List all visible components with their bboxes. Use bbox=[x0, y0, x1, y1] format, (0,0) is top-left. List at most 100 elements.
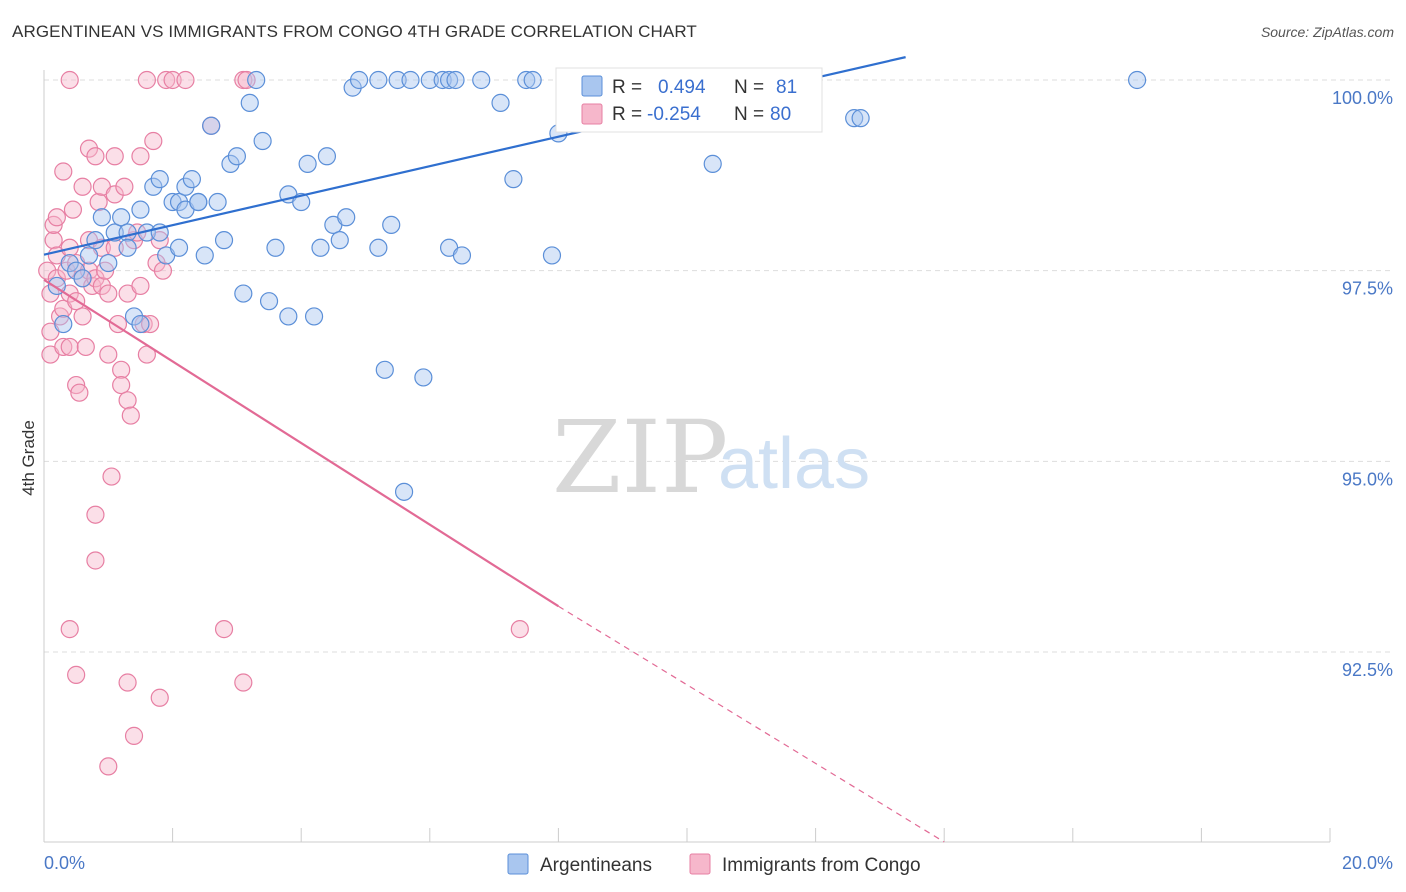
congo-point-55 bbox=[140, 314, 160, 334]
argentineans-point-10 bbox=[112, 208, 131, 227]
argentineans-point-80 bbox=[189, 192, 208, 212]
argentineans-point-12 bbox=[118, 238, 137, 257]
legend-n-label-blue: N = bbox=[734, 77, 764, 98]
y-tick-labels: 92.5% 95.0% 97.5% 100.0% bbox=[1332, 88, 1393, 680]
argentineans-point-7 bbox=[92, 208, 111, 227]
congo-point-68 bbox=[86, 551, 105, 570]
argentineans-point-50 bbox=[343, 78, 362, 97]
congo-point-37 bbox=[99, 284, 118, 303]
bottom-legend-swatch-congo bbox=[689, 853, 711, 875]
argentineans-point-31 bbox=[214, 231, 234, 250]
argentineans-point-25 bbox=[176, 177, 195, 196]
congo-point-48 bbox=[121, 406, 140, 425]
congo-point-43 bbox=[112, 360, 131, 379]
y-tick-label-0: 92.5% bbox=[1342, 660, 1393, 680]
argentineans-point-43 bbox=[298, 154, 317, 173]
congo-point-69 bbox=[86, 505, 105, 524]
congo-point-75 bbox=[150, 688, 169, 707]
argentineans-point-75 bbox=[703, 154, 722, 173]
argentineans-point-45 bbox=[311, 238, 330, 257]
congo-point-25 bbox=[76, 337, 95, 357]
argentineans-point-53 bbox=[369, 238, 388, 257]
congo-point-51 bbox=[131, 147, 150, 166]
congo-point-76 bbox=[214, 620, 234, 639]
argentineans-point-78 bbox=[1127, 70, 1147, 90]
argentineans-point-5 bbox=[79, 246, 99, 265]
congo-point-4 bbox=[44, 231, 63, 250]
argentineans-point-54 bbox=[375, 360, 394, 379]
congo-point-32 bbox=[89, 192, 108, 212]
argentineans-point-41 bbox=[279, 307, 298, 326]
stats-legend: R = 0.494 N = 81 R = -0.254 N = 80 bbox=[555, 67, 823, 133]
congo-point-39 bbox=[102, 467, 121, 486]
argentineans-point-36 bbox=[247, 70, 266, 90]
argentineans-point-67 bbox=[504, 170, 523, 189]
legend-n-label-pink: N = bbox=[734, 104, 764, 125]
argentineans-point-79 bbox=[394, 482, 414, 501]
argentineans-point-60 bbox=[433, 70, 452, 90]
congo-point-66 bbox=[60, 70, 79, 90]
argentineans-point-44 bbox=[304, 307, 324, 326]
argentineans-point-55 bbox=[382, 215, 401, 235]
argentineans-point-22 bbox=[169, 238, 189, 257]
congo-point-79 bbox=[105, 147, 124, 166]
congo-point-31 bbox=[86, 269, 105, 288]
argentineans-point-56 bbox=[388, 70, 407, 90]
argentineans-point-2 bbox=[60, 253, 79, 273]
trend-line-congo bbox=[43, 278, 559, 608]
watermark-zip: ZIP bbox=[552, 399, 728, 516]
legend-n-value-blue: 81 bbox=[776, 77, 797, 98]
argentineans-point-29 bbox=[202, 116, 221, 135]
congo-point-72 bbox=[118, 673, 137, 692]
legend-n-value-pink: 80 bbox=[770, 104, 791, 125]
congo-point-30 bbox=[86, 147, 105, 166]
axes bbox=[43, 70, 1331, 843]
argentineans-point-4 bbox=[73, 269, 92, 288]
congo-point-57 bbox=[147, 253, 166, 273]
congo-point-59 bbox=[153, 261, 173, 280]
bottom-legend-swatch-argentineans bbox=[507, 853, 529, 875]
congo-point-77 bbox=[234, 673, 253, 692]
congo-point-52 bbox=[131, 276, 150, 296]
x-tick-label-min: 0.0% bbox=[44, 853, 85, 873]
congo-point-62 bbox=[176, 70, 195, 90]
legend-swatch-pink bbox=[581, 103, 603, 125]
argentineans-point-59 bbox=[420, 70, 439, 90]
congo-point-11 bbox=[54, 162, 73, 181]
y-tick-label-1: 95.0% bbox=[1342, 469, 1393, 489]
argentineans-point-33 bbox=[227, 147, 246, 166]
congo-point-16 bbox=[60, 337, 79, 357]
argentineans-point-14 bbox=[131, 314, 150, 334]
legend-r-label-blue: R = bbox=[612, 77, 642, 98]
argentineans-point-49 bbox=[337, 208, 356, 227]
argentineans-point-76 bbox=[845, 109, 864, 128]
argentineans-point-68 bbox=[517, 70, 536, 90]
congo-point-61 bbox=[163, 70, 182, 90]
congo-point-73 bbox=[124, 726, 144, 745]
argentineans-point-28 bbox=[195, 246, 214, 265]
argentineans-point-37 bbox=[253, 131, 272, 151]
congo-point-56 bbox=[144, 131, 163, 151]
trend-line-congo-extrapolated bbox=[558, 605, 945, 843]
argentineans-point-23 bbox=[169, 192, 189, 212]
argentineans-point-77 bbox=[851, 109, 870, 128]
congo-point-45 bbox=[115, 177, 134, 196]
argentineans-point-64 bbox=[452, 246, 472, 265]
congo-point-26 bbox=[79, 139, 99, 158]
argentineans-point-11 bbox=[118, 223, 137, 242]
congo-point-22 bbox=[73, 177, 92, 196]
congo-point-65 bbox=[237, 70, 256, 90]
argentineans-point-6 bbox=[86, 231, 105, 250]
congo-point-74 bbox=[99, 757, 118, 776]
congo-point-6 bbox=[47, 208, 66, 227]
argentineans-point-18 bbox=[150, 170, 169, 189]
argentineans-point-65 bbox=[472, 70, 491, 90]
watermark: ZIP atlas bbox=[552, 399, 870, 516]
congo-point-44 bbox=[112, 375, 131, 395]
y-tick-label-3: 100.0% bbox=[1332, 88, 1393, 108]
argentineans-point-38 bbox=[259, 292, 279, 311]
argentineans-point-63 bbox=[446, 70, 465, 90]
x-tick-label-max: 20.0% bbox=[1342, 853, 1393, 873]
argentineans-point-16 bbox=[131, 200, 150, 219]
